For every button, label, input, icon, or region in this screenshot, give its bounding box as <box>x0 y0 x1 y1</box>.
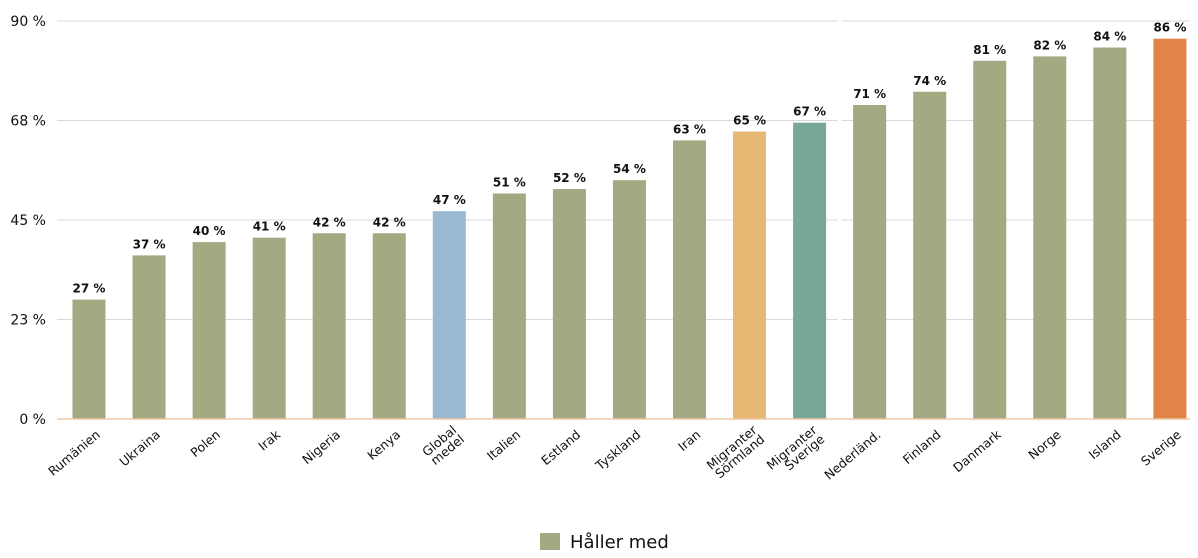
data-labels: 27 % 37 % 40 % 41 % 42 % 42 % 47 % 51 % 52 % 54 %… <box>73 21 1187 296</box>
y-tick-label: 68 % <box>10 114 46 130</box>
bar <box>1153 38 1187 419</box>
data-label: 84 % <box>1093 30 1126 44</box>
data-label: 40 % <box>193 224 226 238</box>
x-tick-label: Tyskland <box>592 427 644 474</box>
legend-swatch <box>540 533 560 550</box>
x-tick-label: Norge <box>1025 427 1064 463</box>
data-label: 67 % <box>793 105 826 119</box>
axes: 0 % 23 % 45 % 68 % 90 % Rumänien Ukraina Polen I… <box>10 14 1190 483</box>
bar <box>372 233 406 419</box>
x-tick-label: Danmark <box>950 426 1004 475</box>
bar <box>132 255 166 419</box>
bars <box>72 38 1187 420</box>
data-label: 52 % <box>553 171 586 185</box>
data-label: 47 % <box>433 193 466 207</box>
x-tick-label: Finland <box>900 427 944 467</box>
x-tick-label: Polen <box>187 427 223 460</box>
bar <box>733 131 767 420</box>
data-label: 42 % <box>373 215 406 229</box>
x-tick-label: Nederländ. <box>821 427 883 483</box>
data-label: 81 % <box>973 43 1006 57</box>
data-label: 71 % <box>853 87 886 101</box>
x-tick-label: Nigeria <box>299 427 343 467</box>
x-tick-label: MigranterSörmland <box>704 422 768 482</box>
data-label: 86 % <box>1153 21 1186 35</box>
x-tick-label: Globalmedel <box>419 422 467 468</box>
data-label: 82 % <box>1033 38 1066 52</box>
y-tick-label: 45 % <box>10 213 46 229</box>
bar <box>793 122 827 419</box>
bar <box>552 189 586 419</box>
data-label: 27 % <box>73 282 106 296</box>
bar <box>1033 56 1067 419</box>
data-label: 41 % <box>253 220 286 234</box>
x-tick-label: MigranterSverige <box>764 422 828 482</box>
x-tick-label: Iran <box>675 427 703 454</box>
x-tick-label: Rumänien <box>45 427 103 479</box>
y-tick-label: 90 % <box>10 14 46 30</box>
x-tick-label: Ukraina <box>116 427 163 470</box>
x-tick-label: Sverige <box>1138 427 1184 469</box>
bar <box>492 193 526 419</box>
bar <box>72 299 106 419</box>
y-tick-label: 23 % <box>10 313 46 329</box>
data-label: 51 % <box>493 175 526 189</box>
bar <box>432 211 466 419</box>
legend: Håller med <box>540 532 669 553</box>
bar <box>973 60 1007 420</box>
bar <box>252 237 286 419</box>
bar <box>853 105 887 420</box>
data-label: 37 % <box>133 237 166 251</box>
bar <box>192 242 226 419</box>
x-tick-label: Kenya <box>364 427 403 463</box>
data-label: 74 % <box>913 74 946 88</box>
x-tick-label: Island <box>1086 427 1124 462</box>
y-tick-label: 0 % <box>19 412 46 428</box>
bar <box>673 140 706 419</box>
legend-label: Håller med <box>570 532 669 553</box>
x-tick-label: Irak <box>255 426 283 453</box>
data-label: 42 % <box>313 215 346 229</box>
data-label: 65 % <box>733 114 766 128</box>
bar <box>913 91 947 419</box>
bar <box>612 180 646 419</box>
bar <box>1093 47 1127 420</box>
x-tick-label: Estland <box>538 427 583 468</box>
x-tick-label: Italien <box>484 427 523 463</box>
data-label: 54 % <box>613 162 646 176</box>
bar <box>312 233 346 419</box>
data-label: 63 % <box>673 122 706 136</box>
